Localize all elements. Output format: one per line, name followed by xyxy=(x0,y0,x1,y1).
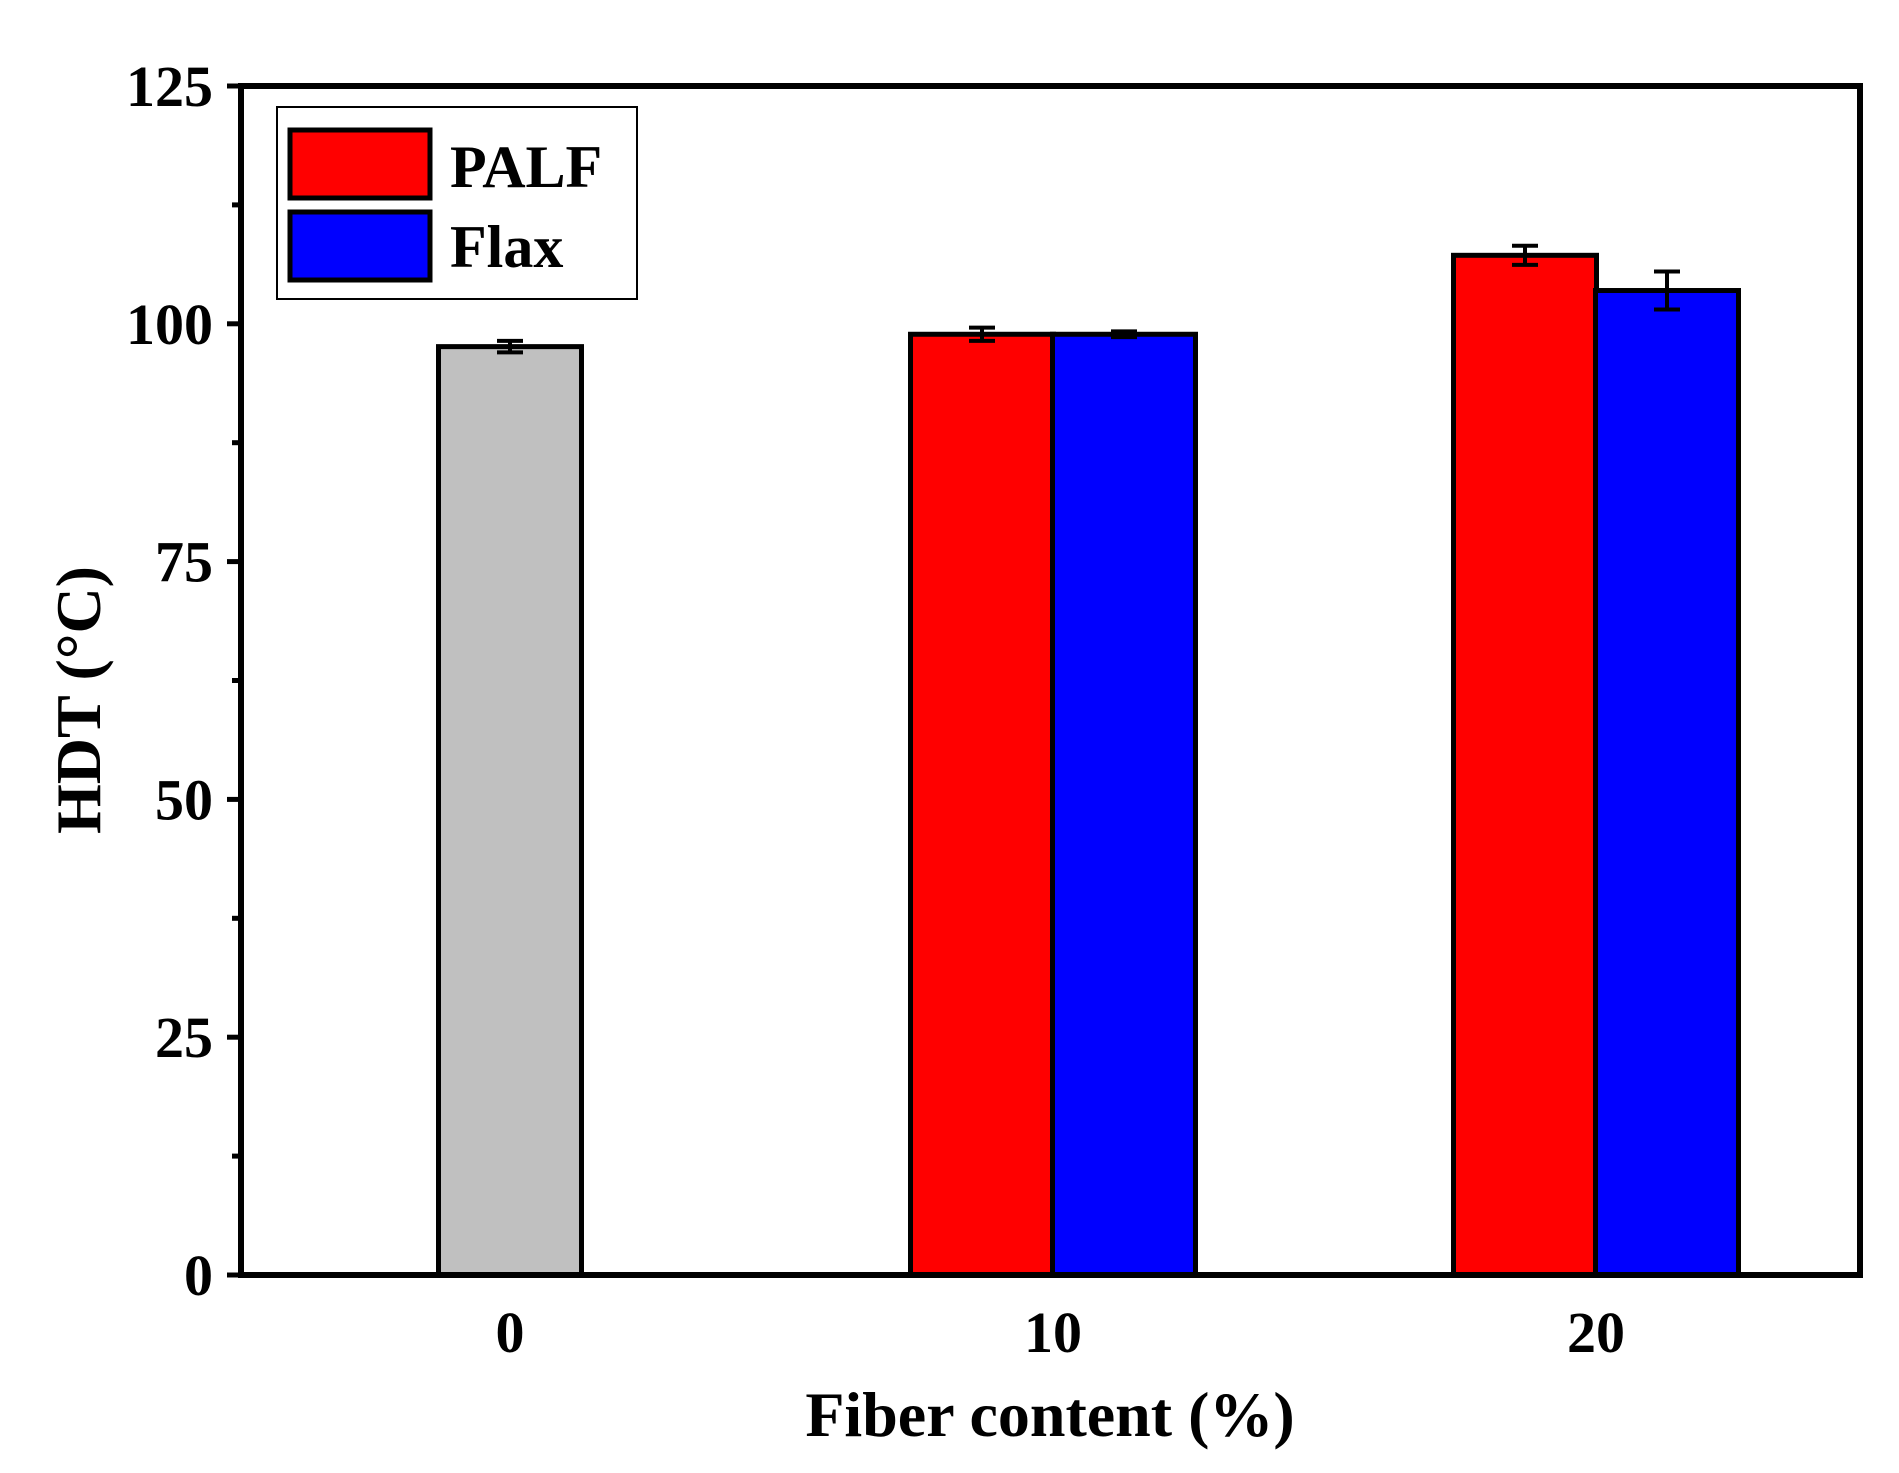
bars-layer xyxy=(436,252,1741,1278)
error-bar-palf-10 xyxy=(969,325,995,343)
y-axis: 0 25 50 75 100 125 xyxy=(126,54,241,1308)
y-tick-label-100: 100 xyxy=(126,292,213,357)
bar-palf-10 xyxy=(908,331,1056,1278)
y-tick-label-50: 50 xyxy=(155,767,213,832)
y-tick-label-0: 0 xyxy=(184,1243,213,1308)
x-tick-label-20: 20 xyxy=(1567,1300,1625,1365)
y-tick-label-125: 125 xyxy=(126,54,213,119)
x-tick-label-0: 0 xyxy=(496,1300,525,1365)
error-bar-palf-20 xyxy=(1512,243,1538,267)
error-bars-layer xyxy=(497,243,1680,355)
y-tick-label-25: 25 xyxy=(155,1005,213,1070)
legend-label-palf: PALF xyxy=(450,134,602,200)
bar-palf-20 xyxy=(1451,252,1599,1278)
error-bar-flax-20 xyxy=(1654,269,1680,312)
y-tick-label-75: 75 xyxy=(155,530,213,595)
bar-flax-20 xyxy=(1593,288,1741,1278)
x-tick-label-10: 10 xyxy=(1024,1300,1082,1365)
legend-label-flax: Flax xyxy=(450,214,563,280)
bar-neat-0 xyxy=(436,344,584,1278)
error-bar-flax-10 xyxy=(1111,329,1137,340)
legend-swatch-flax xyxy=(287,209,433,283)
legend: PALF Flax xyxy=(276,106,638,300)
error-bar-neat-0 xyxy=(497,338,523,355)
x-axis-label: Fiber content (%) xyxy=(805,1379,1294,1450)
bar-flax-10 xyxy=(1050,331,1198,1278)
legend-swatch-palf xyxy=(287,127,433,201)
x-axis: 0 10 20 xyxy=(496,1300,1626,1365)
y-axis-label: HDT (°C) xyxy=(43,566,114,834)
